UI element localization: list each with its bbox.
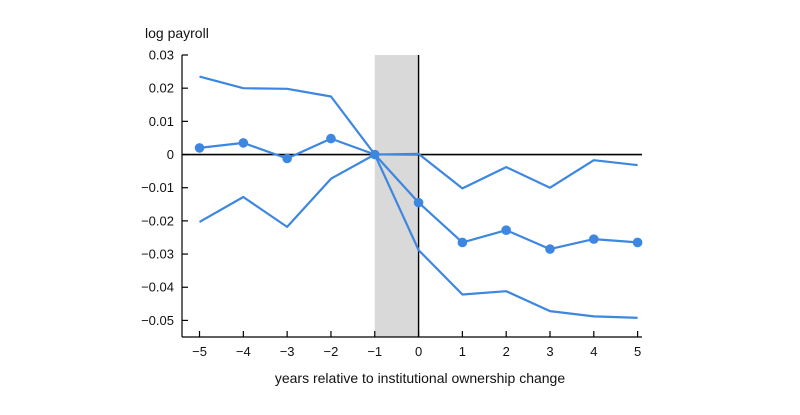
series-line-upper_bound	[199, 75, 638, 190]
series-line-lower_bound	[198, 153, 638, 319]
x-tick-label: −1	[367, 344, 382, 359]
x-tick-label: −2	[324, 344, 339, 359]
x-tick-label: 3	[546, 344, 553, 359]
x-tick-label: 0	[415, 344, 422, 359]
x-tick-label: −3	[280, 344, 295, 359]
y-tick-label: 0.02	[149, 81, 174, 96]
data-point	[282, 153, 292, 164]
x-tick-label: 1	[459, 344, 466, 359]
data-point	[501, 225, 511, 235]
data-point	[457, 237, 468, 248]
y-tick-label: −0.04	[141, 280, 174, 295]
data-point	[238, 138, 249, 148]
data-point	[589, 234, 599, 244]
data-point	[413, 197, 424, 208]
data-point	[545, 244, 555, 254]
data-point	[326, 133, 336, 144]
y-tick-label: 0.03	[149, 48, 174, 63]
y-tick-label: −0.03	[141, 247, 174, 262]
y-tick-label: −0.02	[141, 213, 174, 228]
y-tick-label: 0.01	[149, 114, 174, 129]
data-point	[632, 237, 643, 248]
x-tick-label: 5	[634, 344, 641, 359]
y-tick-label: 0	[167, 147, 174, 162]
x-axis-title: years relative to institutional ownershi…	[275, 370, 565, 386]
x-tick-label: 2	[503, 344, 510, 359]
x-tick-label: 4	[590, 344, 597, 359]
x-tick-label: −5	[192, 344, 207, 359]
data-point	[194, 143, 205, 153]
y-axis-title: log payroll	[145, 25, 209, 41]
y-tick-label: −0.05	[141, 313, 174, 328]
x-tick-label: −4	[236, 344, 251, 359]
y-tick-label: −0.01	[141, 180, 174, 195]
